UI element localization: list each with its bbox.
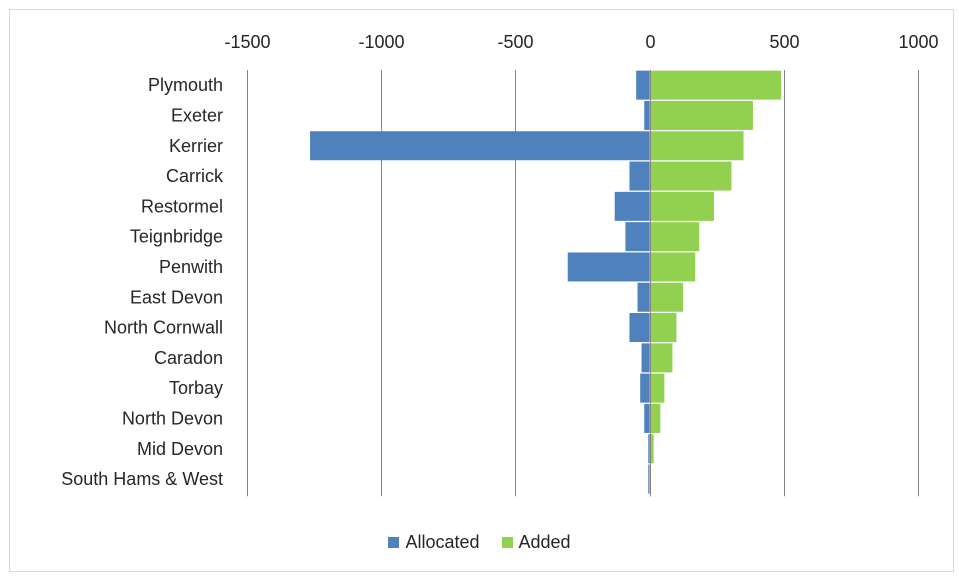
category-labels: Plymouth Exeter Kerrier Carrick Restormel Tei… [61,75,224,489]
bar-added-plymouth [649,70,782,100]
category-label: North Cornwall [104,318,223,338]
x-tick-label: 1000 [898,32,938,52]
category-label: Restormel [141,196,223,216]
bar-allocated-caradon [641,343,650,373]
bar-added-torbay [649,373,665,403]
category-label: South Hams & West [61,469,223,489]
bar-allocated-teignbridge [625,222,650,252]
category-label: Caradon [154,348,223,368]
bar-added-caradon [649,343,673,373]
legend-item-allocated: Allocated [388,532,480,553]
legend: Allocated Added [0,532,959,553]
chart-border [9,9,954,572]
legend-swatch [501,537,513,548]
x-tick-label: 0 [645,32,655,52]
bar-added-teignbridge [649,222,700,252]
bar-allocated-exeter [644,100,650,130]
legend-item-added: Added [501,532,571,553]
category-label: East Devon [130,287,223,307]
legend-swatch [388,537,400,548]
category-label: Carrick [166,166,224,186]
bar-allocated-torbay [640,373,650,403]
bar-allocated-penwith [567,252,650,282]
bars [310,70,782,494]
bar-allocated-restormel [614,191,650,221]
legend-label: Allocated [405,532,480,552]
x-tick-labels: -1500 -1000 -500 0 500 1000 [224,32,938,52]
bar-added-restormel [649,191,715,221]
bar-added-kerrier [649,131,744,161]
bar-added-exeter [649,100,753,130]
bar-added-east-devon [649,282,684,312]
category-label: Penwith [159,257,223,277]
category-label: North Devon [122,408,223,428]
bar-allocated-carrick [629,161,650,191]
bar-added-north-cornwall [649,313,677,343]
category-label: Plymouth [148,75,223,95]
bar-added-carrick [649,161,732,191]
category-label: Mid Devon [137,439,223,459]
legend-label: Added [518,532,571,552]
bar-added-penwith [649,252,696,282]
x-tick-label: -1000 [358,32,404,52]
category-label: Exeter [171,105,223,125]
bar-allocated-north-cornwall [629,313,650,343]
bar-added-north-devon [649,403,661,433]
bar-allocated-north-devon [644,403,650,433]
bar-allocated-east-devon [637,282,650,312]
category-label: Kerrier [169,136,223,156]
bar-allocated-kerrier [310,131,650,161]
category-label: Teignbridge [130,227,223,247]
category-label: Torbay [169,378,223,398]
bar-allocated-plymouth [636,70,650,100]
bar-added-mid-devon [649,434,654,464]
x-tick-label: -1500 [224,32,270,52]
bar-allocated-mid-devon [648,434,650,464]
x-tick-label: -500 [497,32,533,52]
x-tick-label: 500 [769,32,799,52]
bar-allocated-south-hams-west [648,464,650,494]
